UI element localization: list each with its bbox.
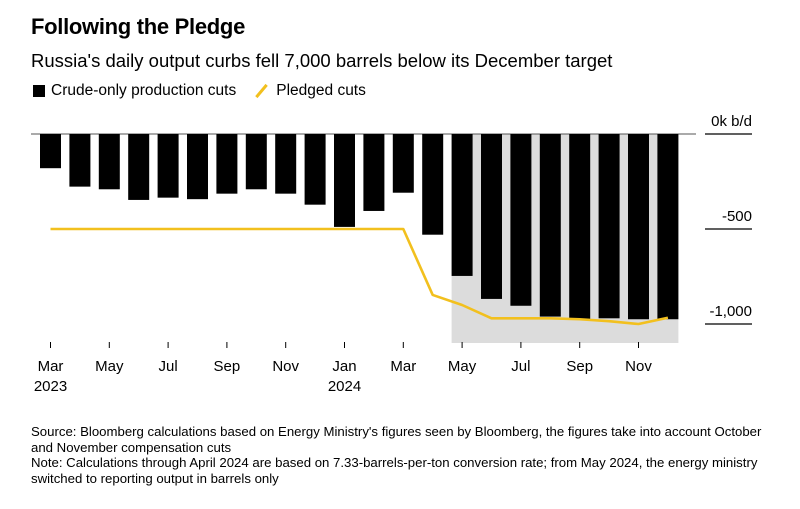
- legend-bars-label: Crude-only production cuts: [51, 82, 237, 99]
- bar-apr-2024: [422, 134, 444, 235]
- bar-jul-2024: [510, 134, 532, 306]
- legend: Crude-only production cuts Pledged cuts: [33, 82, 366, 100]
- bar-sep-2024: [569, 134, 591, 320]
- x-tick-label: Jul: [511, 358, 530, 375]
- bar-may-2024: [451, 134, 473, 276]
- x-tick-label: Nov: [625, 358, 652, 375]
- bar-jun-2023: [128, 134, 150, 200]
- y-tick-label: 0k b/d: [711, 113, 752, 130]
- bar-aug-2024: [539, 134, 561, 317]
- x-tick-year: 2023: [34, 378, 67, 395]
- pledged-cuts-line: [50, 227, 669, 326]
- bar-oct-2023: [245, 134, 267, 190]
- bar-feb-2024: [363, 134, 385, 211]
- x-tick-label: Mar: [390, 358, 416, 375]
- legend-line-label: Pledged cuts: [276, 82, 366, 99]
- bar-jan-2024: [334, 134, 355, 227]
- y-tick-label: -500: [722, 208, 752, 225]
- x-tick-label: Jan: [332, 358, 356, 375]
- bar-jul-2023: [157, 134, 179, 198]
- bar-jun-2024: [481, 134, 502, 299]
- x-tick-label: Mar: [38, 358, 64, 375]
- bar-sep-2023: [216, 134, 238, 194]
- chart: 0k b/d -500 -1,000 Mar 2023 May Jul Sep Nov Jan 20…: [31, 113, 752, 395]
- x-tick-label: Nov: [272, 358, 299, 375]
- bar-mar-2023: [40, 134, 61, 169]
- bar-dec-2024: [657, 134, 679, 320]
- x-tick-label: May: [448, 358, 477, 375]
- x-tick-label: Sep: [566, 358, 593, 375]
- x-tick-label: Jul: [159, 358, 178, 375]
- chart-subtitle: Russia's daily output curbs fell 7,000 b…: [31, 50, 613, 71]
- x-tick-year: 2024: [328, 378, 361, 395]
- y-tick-label: -1,000: [709, 303, 752, 320]
- bar-aug-2023: [187, 134, 208, 200]
- bar-oct-2024: [598, 134, 620, 319]
- chart-title: Following the Pledge: [31, 14, 246, 39]
- x-tick-label: May: [95, 358, 124, 375]
- footer: Source: Bloomberg calculations based on …: [31, 424, 771, 486]
- bar-mar-2024: [392, 134, 414, 193]
- method-note: Note: Calculations through April 2024 ar…: [31, 455, 758, 486]
- source-note: Source: Bloomberg calculations based on …: [31, 424, 762, 455]
- legend-bar-swatch: [33, 85, 45, 97]
- bar-nov-2023: [275, 134, 297, 194]
- bar-nov-2024: [628, 134, 649, 320]
- x-tick-label: Sep: [214, 358, 241, 375]
- bar-may-2023: [98, 134, 120, 190]
- bar-apr-2023: [69, 134, 91, 187]
- bar-dec-2023: [304, 134, 326, 205]
